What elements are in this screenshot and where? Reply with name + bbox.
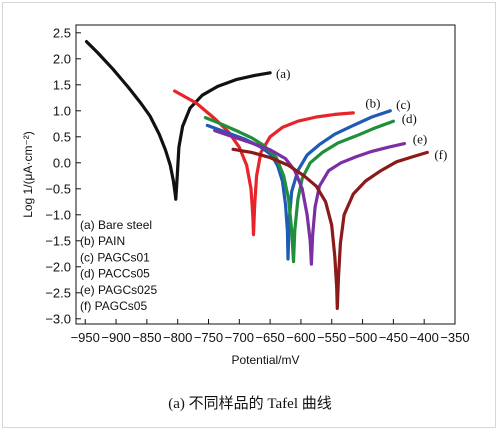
x-axis-ticks: −950 −900 −850 −800 −750 −700 −650 −600 −550 −500… xyxy=(71,319,470,345)
x-tick-label: −700 xyxy=(225,330,254,345)
y-tick-label: 2.0 xyxy=(53,51,71,66)
series-label: (e) xyxy=(413,131,427,146)
series-label: (d) xyxy=(402,111,417,126)
legend: (a) Bare steel (b) PAIN (c) PAGCs01 (d) PAC… xyxy=(80,218,157,313)
series-label: (c) xyxy=(396,97,410,112)
series-labels: (a) (b) (c)(d) (e) (f) xyxy=(276,66,447,162)
series-label: (f) xyxy=(434,147,447,162)
x-tick-label: −950 xyxy=(71,330,100,345)
y-tick-label: −3.0 xyxy=(45,311,71,326)
x-tick-label: −900 xyxy=(101,330,130,345)
legend-entry: (d) PACCs05 xyxy=(80,267,150,281)
x-tick-label: −600 xyxy=(286,330,315,345)
y-tick-label: 0.5 xyxy=(53,129,71,144)
curves xyxy=(84,40,429,310)
legend-entry: (c) PAGCs01 xyxy=(80,250,150,264)
figure-caption: (a) 不同样品的 Tafel 曲线 xyxy=(168,396,332,412)
legend-entry: (a) Bare steel xyxy=(80,218,152,232)
curve-e xyxy=(213,129,407,266)
y-tick-label: 2.5 xyxy=(53,25,71,40)
curve-b xyxy=(173,89,355,237)
legend-entry: (f) PAGCs05 xyxy=(80,299,147,313)
y-axis-ticks: 2.5 2.0 1.5 1.0 0.5 0.0 −0.5 −1.0 −1.5 −2.0 −2.5 −3… xyxy=(45,25,81,326)
y-tick-label: 1.0 xyxy=(53,103,71,118)
series-label: (a) xyxy=(276,66,290,81)
x-axis-label: Potential/mV xyxy=(231,353,299,367)
x-tick-label: −750 xyxy=(194,330,223,345)
x-tick-label: −350 xyxy=(440,330,469,345)
y-tick-label: −0.5 xyxy=(45,181,71,196)
plot-area: −950 −900 −850 −800 −750 −700 −650 −600 −550 −500… xyxy=(45,24,470,345)
y-axis-label: Log 1/(μA·cm⁻²) xyxy=(21,131,35,218)
x-tick-label: −450 xyxy=(379,330,408,345)
x-tick-label: −650 xyxy=(255,330,284,345)
axes-box xyxy=(75,24,456,325)
y-tick-label: −1.0 xyxy=(45,207,71,222)
y-tick-label: 1.5 xyxy=(53,77,71,92)
curve-f xyxy=(231,147,429,310)
curve-d xyxy=(203,116,395,264)
y-tick-label: −2.5 xyxy=(45,285,71,300)
legend-entry: (b) PAIN xyxy=(80,234,125,248)
y-tick-label: 0.0 xyxy=(53,155,71,170)
legend-entry: (e) PAGCs025 xyxy=(80,283,157,297)
x-tick-label: −400 xyxy=(410,330,439,345)
y-tick-label: −2.0 xyxy=(45,259,71,274)
figure-frame xyxy=(2,2,496,428)
x-tick-label: −850 xyxy=(132,330,161,345)
series-label: (b) xyxy=(365,95,380,110)
y-tick-label: −1.5 xyxy=(45,233,71,248)
curve-a xyxy=(84,40,272,201)
x-tick-label: −500 xyxy=(348,330,377,345)
x-tick-label: −550 xyxy=(317,330,346,345)
x-tick-label: −800 xyxy=(163,330,192,345)
